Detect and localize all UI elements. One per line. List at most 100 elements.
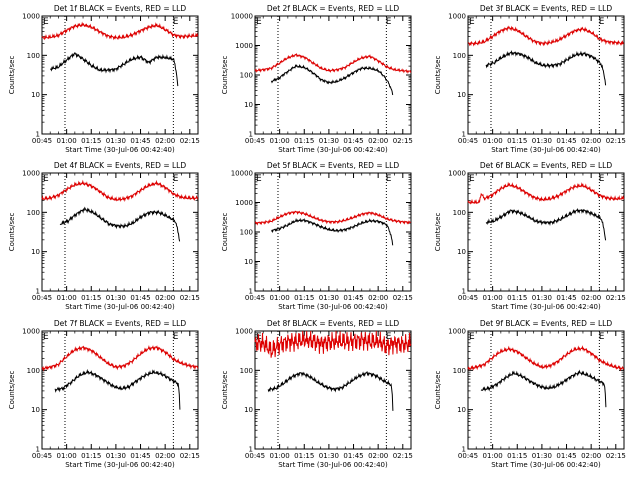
y-tick-label: 10 [457,91,466,99]
y-axis-label: Counts/sec [434,371,442,410]
plot-frame [254,330,412,450]
x-tick-label: 01:30 [532,452,552,460]
flag-label: E [256,17,262,27]
y-tick-label: 1 [249,131,253,139]
y-tick-label: 1000 [448,328,466,336]
y-axis-label: Counts/sec [8,213,16,252]
x-tick-label: 01:15 [507,294,527,302]
flag-label: E [599,17,605,27]
x-tick-label: 01:00 [483,294,503,302]
flag-label: E [173,174,179,184]
x-tick-label: 01:45 [130,452,150,460]
x-tick-label: 00:45 [245,294,265,302]
y-axis-label: Counts/sec [8,371,16,410]
panel-title: Det 8f BLACK = Events, RED = LLD [267,319,400,328]
y-tick-label: 10 [31,91,40,99]
y-tick-label: 1000 [235,42,253,50]
x-tick-label: 02:00 [581,452,601,460]
panel-title: Det 1f BLACK = Events, RED = LLD [54,4,187,13]
flag-label: E [599,174,605,184]
x-tick-label: 02:00 [155,452,175,460]
flag-label: E [43,332,49,342]
y-axis-label: Counts/sec [221,56,229,95]
x-tick-label: 01:15 [294,294,314,302]
y-tick-label: 10 [457,248,466,256]
plot-frame [41,172,199,292]
series-line-events [267,370,394,411]
plot-frame [41,330,199,450]
x-tick-label: 01:30 [319,294,339,302]
panel-title: Det 4f BLACK = Events, RED = LLD [54,161,187,170]
x-axis-label: Start Time (30-Jul-06 00:42:40) [278,461,388,469]
x-tick-label: 01:30 [532,294,552,302]
flag-label: E [386,174,392,184]
y-tick-label: 10 [244,101,253,109]
panel-det-1: Det 1f BLACK = Events, RED = LLD 1 10 100 10… [8,4,200,154]
y-tick-label: 100 [240,72,253,80]
series-line-lld [254,330,412,358]
x-tick-label: 01:15 [81,452,101,460]
y-tick-label: 1 [462,131,466,139]
series-line-lld [467,181,625,205]
x-tick-label: 01:45 [556,452,576,460]
y-tick-label: 100 [240,229,253,237]
x-axis-label: Start Time (30-Jul-06 00:42:40) [65,146,175,154]
panel-title: Det 9f BLACK = Events, RED = LLD [480,319,613,328]
x-tick-label: 01:45 [343,137,363,145]
y-tick-label: 100 [27,209,40,217]
x-tick-label: 02:00 [155,137,175,145]
flag-label: E [43,17,49,27]
x-tick-label: 01:00 [270,452,290,460]
x-tick-label: 02:15 [606,452,626,460]
x-axis-label: Start Time (30-Jul-06 00:42:40) [491,461,601,469]
x-tick-label: 02:00 [581,294,601,302]
flag-label: E [599,332,605,342]
y-tick-label: 1 [462,446,466,454]
x-tick-label: 01:15 [81,137,101,145]
panel-det-8: Det 8f BLACK = Events, RED = LLD 1 10 100 10… [221,319,413,469]
x-tick-label: 02:15 [180,137,200,145]
series-line-events [270,63,394,96]
x-tick-label: 01:00 [57,294,77,302]
x-tick-label: 01:00 [483,452,503,460]
series-line-lld [467,25,624,47]
x-tick-label: 01:15 [294,452,314,460]
panel-title: Det 2f BLACK = Events, RED = LLD [267,4,400,13]
flag-label: E [43,174,49,184]
x-tick-label: 00:45 [458,137,478,145]
x-tick-label: 01:45 [130,137,150,145]
x-tick-label: 01:15 [507,137,527,145]
x-tick-label: 01:00 [483,137,503,145]
x-tick-label: 02:15 [180,294,200,302]
series-line-lld [467,345,625,372]
y-tick-label: 1 [462,288,466,296]
series-line-events [485,50,607,86]
series-line-lld [41,179,199,202]
x-tick-label: 01:15 [507,452,527,460]
x-tick-label: 01:30 [532,137,552,145]
panel-det-7: Det 7f BLACK = Events, RED = LLD 1 10 100 10… [8,319,200,469]
panel-det-5: Det 5f BLACK = Events, RED = LLD 1 10 100 10… [221,161,413,311]
x-tick-label: 01:30 [319,452,339,460]
y-tick-label: 10 [31,406,40,414]
series-line-events [50,51,179,87]
y-axis-label: Counts/sec [434,213,442,252]
x-tick-label: 01:00 [270,294,290,302]
panel-det-9: Det 9f BLACK = Events, RED = LLD 1 10 100 10… [434,319,626,469]
x-tick-label: 00:45 [458,452,478,460]
y-tick-label: 1000 [22,13,40,21]
plot-frame [467,172,625,292]
x-axis-label: Start Time (30-Jul-06 00:42:40) [65,461,175,469]
flag-label: E [256,174,262,184]
x-tick-label: 02:00 [155,294,175,302]
x-tick-label: 00:45 [458,294,478,302]
series-line-events [270,217,394,246]
x-tick-label: 02:15 [393,137,413,145]
x-tick-label: 00:45 [32,137,52,145]
y-tick-label: 100 [27,52,40,60]
y-tick-label: 1000 [448,170,466,178]
series-line-lld [41,21,199,41]
x-tick-label: 01:15 [81,294,101,302]
x-tick-label: 01:00 [270,137,290,145]
y-tick-label: 1000 [235,199,253,207]
